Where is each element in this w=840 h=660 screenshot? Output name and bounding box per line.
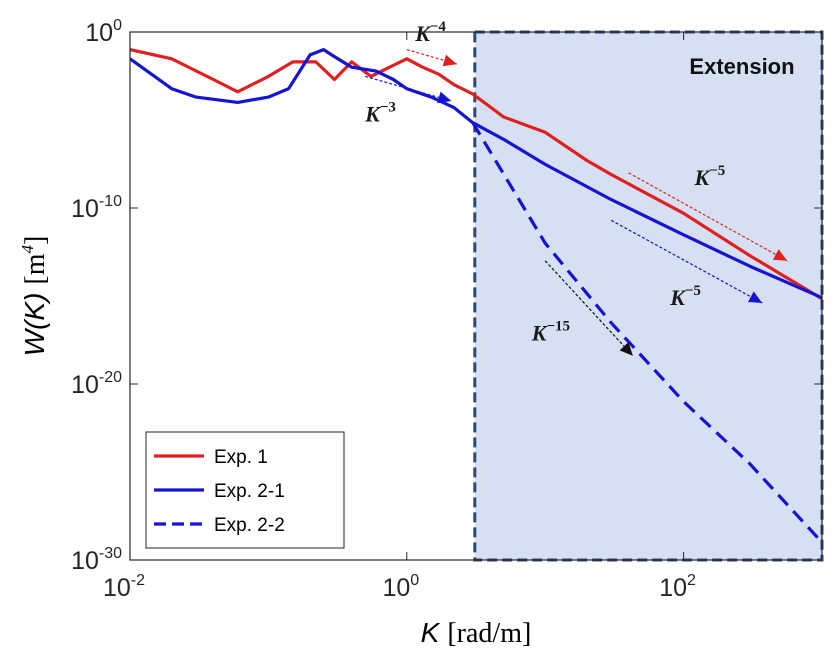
series-line-3 <box>471 121 822 544</box>
x-tick-label: 102 <box>659 572 696 602</box>
series-line-1 <box>130 48 822 301</box>
series-line-2 <box>130 48 822 300</box>
slope-arrow-head-1 <box>442 54 457 67</box>
y-tick-label: 10-20 <box>71 369 122 399</box>
slope-arrow-head-4 <box>747 291 763 304</box>
y-tick-label: 10-30 <box>71 545 122 575</box>
x-tick-label: 10-2 <box>103 572 145 602</box>
legend-label-3: Exp. 2-2 <box>214 515 285 536</box>
slope-label-2: K−3 <box>364 100 396 127</box>
slope-label-1: K−4 <box>414 19 446 46</box>
slope-arrow-head-5 <box>619 342 633 356</box>
slope-arrow-line-4 <box>610 219 763 304</box>
y-tick-label: 10-10 <box>71 193 122 223</box>
x-axis-title: K [rad/m] <box>421 617 532 649</box>
slope-arrow-head-3 <box>772 249 788 261</box>
slope-arrow-line-1 <box>406 49 458 65</box>
y-tick-label: 100 <box>85 17 122 47</box>
slope-arrow-line-3 <box>628 172 788 262</box>
legend-label-1: Exp. 1 <box>214 447 268 468</box>
x-tick-label: 100 <box>382 572 419 602</box>
legend-label-2: Exp. 2-1 <box>214 481 285 502</box>
plot-frame <box>129 31 823 561</box>
extension-label: Extension <box>689 54 794 79</box>
y-axis-title: W(K)[m4] <box>18 236 51 357</box>
slope-arrow-head-2 <box>437 91 452 104</box>
slope-arrow-line-5 <box>544 260 634 357</box>
extension-region <box>473 30 824 562</box>
